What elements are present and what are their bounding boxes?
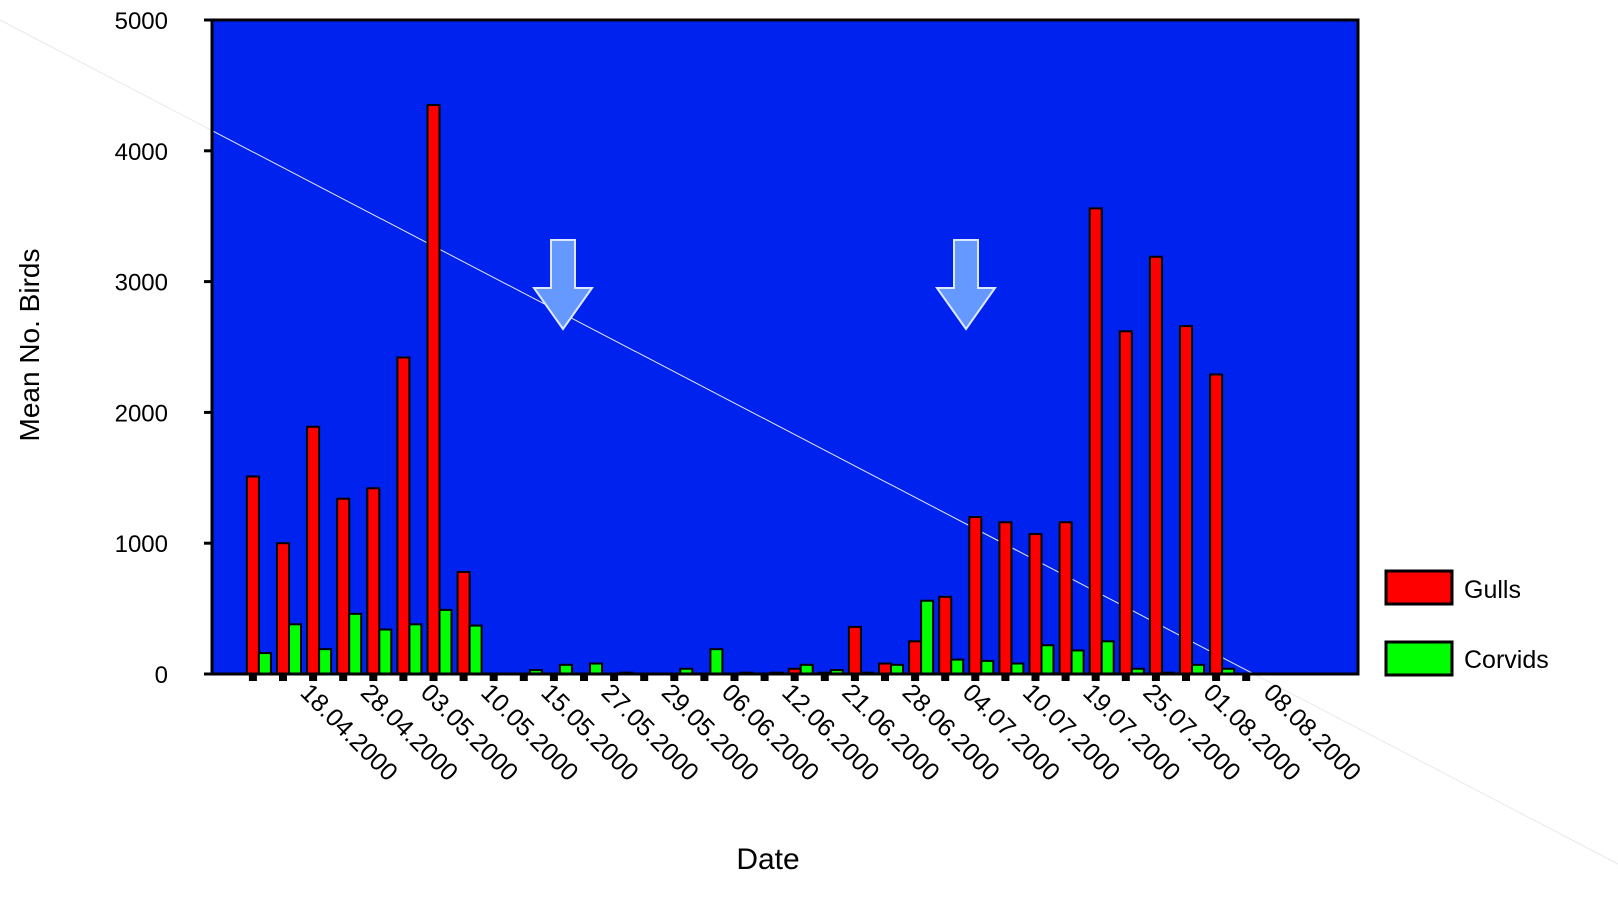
bar-gulls: [968, 516, 983, 675]
bar-gulls: [998, 521, 1013, 675]
bar-gulls: [396, 356, 411, 675]
x-tick-minor: [850, 674, 859, 681]
bar-gulls: [847, 625, 862, 675]
x-tick: [700, 674, 709, 681]
x-tick: [1001, 674, 1010, 681]
y-axis-label: Mean No. Birds: [14, 248, 45, 442]
y-tick-label: 0: [155, 662, 168, 689]
x-tick: [881, 674, 889, 681]
legend-swatch-corvids: [1384, 640, 1454, 677]
x-tick: [519, 674, 528, 681]
x-tick: [1182, 674, 1190, 681]
y-tick-label: 2000: [115, 400, 168, 427]
bar-gulls: [366, 487, 381, 675]
bar-corvids: [438, 608, 453, 676]
x-tick-minor: [429, 674, 438, 681]
bar-gulls: [306, 425, 321, 675]
x-tick: [1242, 674, 1251, 681]
x-tick-minor: [670, 674, 679, 681]
bar-corvids: [980, 659, 995, 675]
bar-corvids: [257, 652, 272, 676]
bar-corvids: [589, 662, 603, 676]
down-arrow-icon: [532, 239, 594, 331]
x-tick-minor: [309, 674, 318, 681]
x-tick: [459, 674, 468, 681]
legend-label-corvids: Corvids: [1464, 646, 1549, 674]
bar-gulls: [938, 595, 953, 675]
x-tick: [1121, 674, 1130, 681]
x-tick-minor: [248, 674, 257, 681]
bar-gulls: [456, 570, 471, 676]
bar-gulls: [1118, 330, 1133, 675]
bar-corvids: [318, 648, 333, 676]
bar-corvids: [288, 623, 302, 676]
x-tick-minor: [730, 674, 739, 681]
bar-gulls: [878, 662, 892, 676]
x-tick-minor: [1031, 674, 1040, 681]
y-tick-label: 1000: [115, 531, 168, 558]
x-tick-minor: [610, 674, 619, 681]
legend-label-gulls: Gulls: [1464, 576, 1521, 604]
bar-gulls: [276, 542, 290, 676]
x-tick-minor: [1212, 674, 1221, 681]
x-tick: [339, 674, 348, 681]
bar-corvids: [1040, 644, 1055, 675]
legend-swatch-gulls: [1384, 569, 1454, 606]
bar-corvids: [378, 628, 393, 676]
x-axis-label: Date: [736, 843, 800, 876]
x-tick: [279, 674, 287, 681]
x-tick: [640, 674, 649, 681]
bar-gulls: [1179, 325, 1193, 675]
x-tick-minor: [790, 674, 799, 681]
x-tick: [580, 674, 588, 681]
y-tick-label: 4000: [115, 139, 168, 166]
bar-gulls: [336, 497, 351, 675]
x-tick-minor: [549, 674, 558, 681]
bar-gulls: [1028, 533, 1043, 675]
bar-corvids: [950, 658, 965, 675]
x-tick-minor: [489, 674, 498, 681]
bar-gulls: [908, 640, 923, 675]
y-tick-label: 5000: [115, 8, 168, 35]
bar-gulls: [426, 104, 441, 675]
x-tick: [760, 674, 769, 681]
bar-corvids: [1070, 649, 1085, 675]
y-tick-label: 3000: [115, 270, 168, 297]
x-tick-minor: [1091, 674, 1100, 681]
x-tick: [941, 674, 950, 681]
down-arrow-icon: [935, 239, 997, 331]
diagonal-line: [0, 19, 1618, 865]
bar-corvids: [348, 612, 363, 675]
bar-corvids: [1010, 662, 1025, 676]
x-tick-minor: [369, 674, 378, 681]
bar-corvids: [468, 624, 483, 676]
bar-gulls: [1148, 255, 1163, 675]
x-tick: [1061, 674, 1070, 681]
x-tick-minor: [971, 674, 980, 681]
bar-gulls: [1088, 207, 1103, 676]
x-tick-minor: [911, 674, 920, 681]
x-tick: [399, 674, 408, 681]
bar-corvids: [920, 599, 935, 676]
x-tick: [820, 674, 829, 681]
bar-gulls: [1209, 373, 1224, 675]
bar-corvids: [408, 623, 423, 676]
bar-corvids: [1100, 640, 1115, 675]
bar-gulls: [1058, 521, 1073, 675]
bar-corvids: [709, 648, 724, 676]
x-tick-minor: [1151, 674, 1160, 681]
bar-gulls: [245, 475, 260, 675]
